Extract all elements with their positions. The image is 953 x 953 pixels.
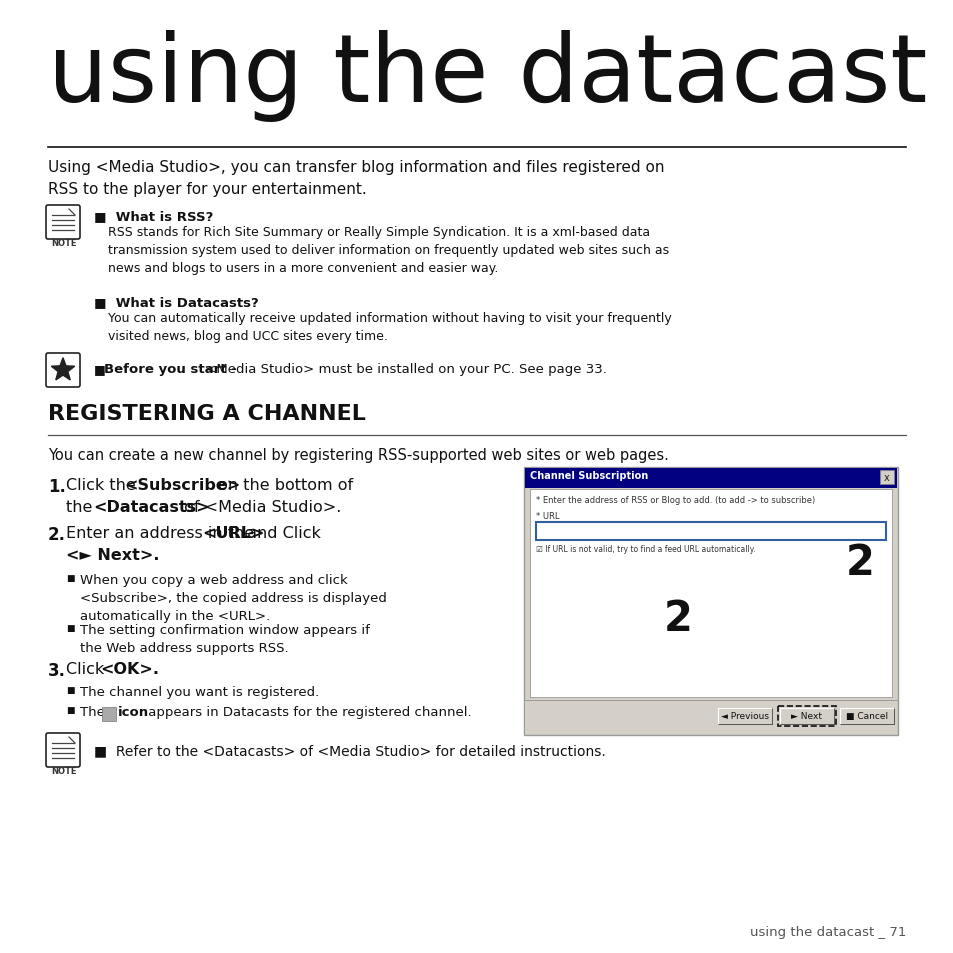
Bar	[879, 471, 893, 484]
Text: ■: ■	[94, 363, 113, 375]
Bar	[536, 522, 885, 540]
Text: ■  What is RSS?: ■ What is RSS?	[94, 210, 213, 223]
Bar	[523, 468, 897, 735]
Text: RSS stands for Rich Site Summary or Really Simple Syndication. It is a xml-based: RSS stands for Rich Site Summary or Real…	[108, 226, 668, 274]
Text: <Subscribe>: <Subscribe>	[124, 477, 240, 493]
Text: ► Next: ► Next	[791, 712, 821, 720]
Text: the: the	[66, 499, 97, 515]
Text: on the bottom of: on the bottom of	[213, 477, 353, 493]
Text: and Click: and Click	[242, 525, 320, 540]
Text: ■  What is Datacasts?: ■ What is Datacasts?	[94, 295, 258, 309]
Bar	[102, 707, 116, 721]
Text: Click the: Click the	[66, 477, 141, 493]
Text: using the datacast _ 71: using the datacast _ 71	[749, 925, 905, 938]
Text: <Media Studio> must be installed on your PC. See page 33.: <Media Studio> must be installed on your…	[201, 363, 606, 375]
Text: ◄ Previous: ◄ Previous	[720, 712, 768, 720]
Text: of <Media Studio>.: of <Media Studio>.	[179, 499, 341, 515]
Text: ■  Refer to the <Datacasts> of <Media Studio> for detailed instructions.: ■ Refer to the <Datacasts> of <Media Stu…	[94, 743, 605, 758]
Text: The: The	[80, 705, 109, 719]
Text: You can automatically receive updated information without having to visit your f: You can automatically receive updated in…	[108, 312, 671, 343]
Text: * URL: * URL	[536, 512, 558, 520]
Text: x: x	[883, 473, 889, 482]
Text: 2: 2	[845, 541, 874, 583]
FancyBboxPatch shape	[46, 733, 80, 767]
Text: <OK>.: <OK>.	[100, 661, 159, 677]
Text: ■: ■	[66, 574, 74, 582]
Text: 2.: 2.	[48, 525, 66, 543]
Text: appears in Datacasts for the registered channel.: appears in Datacasts for the registered …	[144, 705, 471, 719]
Text: The channel you want is registered.: The channel you want is registered.	[80, 685, 319, 699]
Text: using the datacast: using the datacast	[48, 30, 926, 122]
Text: 2: 2	[663, 598, 692, 639]
Text: Click: Click	[66, 661, 110, 677]
FancyBboxPatch shape	[46, 206, 80, 240]
Text: NOTE: NOTE	[51, 239, 76, 248]
Text: REGISTERING A CHANNEL: REGISTERING A CHANNEL	[48, 403, 366, 423]
Text: <► Next>.: <► Next>.	[66, 547, 159, 562]
Text: When you copy a web address and click
<Subscribe>, the copied address is display: When you copy a web address and click <S…	[80, 574, 387, 622]
Bar	[524, 700, 896, 734]
Text: 1.: 1.	[48, 477, 66, 496]
Bar	[718, 708, 771, 724]
Text: * Enter the address of RSS or Blog to add. (to add -> to subscribe): * Enter the address of RSS or Blog to ad…	[536, 496, 815, 504]
Bar	[530, 490, 891, 698]
Text: ■: ■	[66, 685, 74, 695]
Text: <URL>: <URL>	[202, 525, 264, 540]
Text: NOTE: NOTE	[51, 766, 76, 775]
Text: Using <Media Studio>, you can transfer blog information and files registered on
: Using <Media Studio>, you can transfer b…	[48, 160, 664, 196]
Text: ■ Cancel: ■ Cancel	[845, 712, 887, 720]
FancyBboxPatch shape	[46, 354, 80, 388]
Text: The setting confirmation window appears if
the Web address supports RSS.: The setting confirmation window appears …	[80, 623, 370, 655]
Text: ■: ■	[66, 623, 74, 633]
Bar	[840, 708, 893, 724]
Text: Channel Subscription: Channel Subscription	[530, 471, 648, 480]
Text: Before you start -: Before you start -	[104, 363, 236, 375]
Text: ☑ If URL is not valid, try to find a feed URL automatically.: ☑ If URL is not valid, try to find a fee…	[536, 544, 755, 554]
Text: icon: icon	[118, 705, 149, 719]
Text: Enter an address in the: Enter an address in the	[66, 525, 259, 540]
Text: ■: ■	[66, 705, 74, 714]
Polygon shape	[51, 358, 74, 380]
Text: <Datacasts>: <Datacasts>	[92, 499, 210, 515]
Bar	[524, 469, 896, 489]
Text: 3.: 3.	[48, 661, 66, 679]
Bar	[780, 708, 833, 724]
Text: You can create a new channel by registering RSS-supported web sites or web pages: You can create a new channel by register…	[48, 448, 668, 462]
Bar	[778, 706, 835, 726]
